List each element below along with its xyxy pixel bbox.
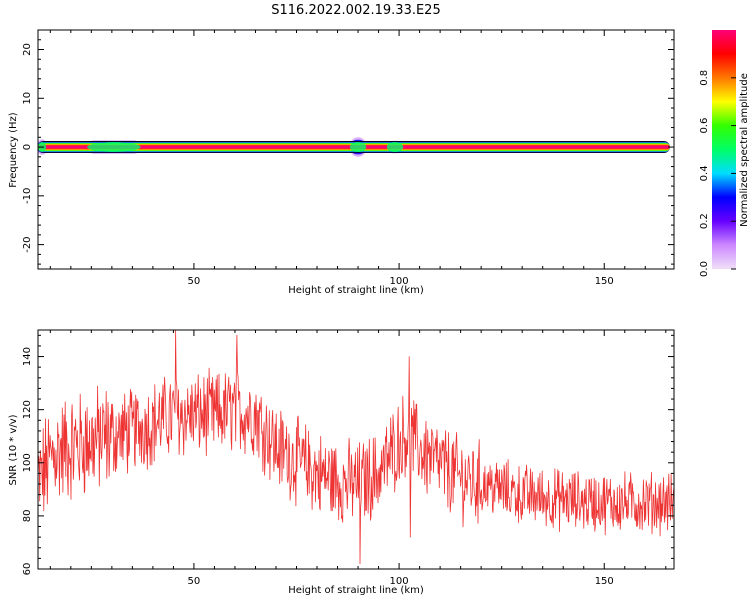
spectrogram-blob-core: [87, 142, 141, 153]
spectrogram-ylabel: Frequency (Hz): [8, 112, 19, 188]
spectrogram-ytick-label: 20: [22, 43, 33, 56]
spectrogram-ytick-label: 0: [22, 144, 33, 150]
spectrogram-xlabel: Height of straight line (km): [288, 285, 424, 296]
spectrogram-axes: 50 100 150 -20 -10 0 10 20: [22, 29, 674, 287]
snr-xtick-label: 150: [595, 576, 614, 587]
spectrogram-frame: [37, 29, 675, 270]
spectrogram-ytick-label: -20: [22, 236, 33, 252]
spectrogram-xtick-label: 50: [188, 276, 201, 287]
snr-ytick-label: 80: [22, 510, 33, 523]
spectrogram-ytick-label: 10: [22, 92, 33, 105]
colorbar-ticks: 0.0 0.2 0.4 0.6 0.8: [699, 70, 736, 277]
snr-axes: 50 100 150 60 80 100 120 140: [22, 330, 674, 587]
snr-xtick-label: 100: [390, 576, 409, 587]
snr-series-line: [38, 330, 674, 565]
spectrogram-blob-core: [349, 142, 367, 153]
colorbar-tick-label: 0.4: [699, 165, 710, 181]
figure-title: S116.2022.002.19.33.E25: [271, 3, 440, 18]
colorbar-tick-label: 0.2: [699, 213, 710, 229]
spectrogram-xtick-label: 100: [390, 276, 409, 287]
colorbar-tick-label: 0.0: [699, 261, 710, 277]
colorbar: 0.0 0.2 0.4 0.6 0.8 Normalized spectral ampl…: [699, 30, 750, 277]
spectrogram-plot-area: [38, 137, 670, 157]
snr-ytick-label: 120: [22, 400, 33, 419]
snr-frame: [37, 329, 675, 570]
spectrogram-ytick-label: -10: [22, 188, 33, 204]
colorbar-tick-label: 0.8: [699, 70, 710, 86]
snr-xlabel: Height of straight line (km): [288, 585, 424, 596]
snr-panel: 50 100 150 60 80 100 120 140 Height of straight…: [8, 329, 675, 596]
colorbar-tick-label: 0.6: [699, 118, 710, 134]
snr-ylabel: SNR (10 * v/v): [8, 414, 19, 485]
colorbar-label: Normalized spectral amplitude: [739, 73, 750, 227]
colorbar-gradient: [712, 30, 736, 269]
snr-ytick-label: 140: [22, 347, 33, 366]
spectrogram-blob-core: [386, 142, 404, 153]
snr-xtick-label: 50: [188, 576, 201, 587]
spectrogram-xtick-label: 150: [595, 276, 614, 287]
snr-ytick-label: 60: [22, 563, 33, 576]
snr-plot-area: [38, 330, 674, 565]
snr-ytick-label: 100: [22, 453, 33, 472]
spectrogram-panel: 50 100 150 -20 -10 0 10 20 Height of straight l…: [8, 29, 675, 296]
